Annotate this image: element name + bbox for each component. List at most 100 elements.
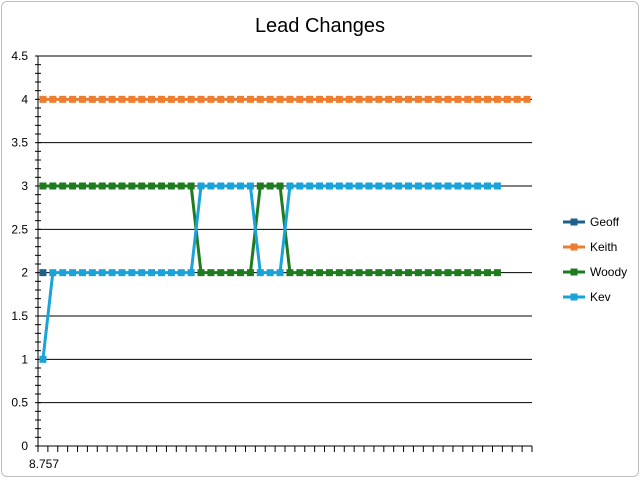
y-tick-label: 4 (21, 92, 28, 106)
series-woody (39, 182, 501, 277)
data-point (69, 269, 77, 277)
data-point (88, 269, 96, 277)
data-point (266, 95, 274, 103)
legend: Geoff Keith Woody Kev (563, 215, 627, 304)
data-point (444, 269, 452, 277)
data-point (434, 269, 442, 277)
data-point (306, 269, 314, 277)
data-point (217, 182, 225, 190)
data-point (88, 95, 96, 103)
data-point (266, 269, 274, 277)
data-point (237, 269, 245, 277)
data-point (138, 182, 146, 190)
data-point (59, 269, 67, 277)
data-point (158, 269, 165, 277)
data-point (316, 269, 324, 277)
legend-marker (570, 268, 578, 276)
data-point (385, 95, 393, 103)
data-point (405, 269, 412, 277)
series-keith (39, 95, 531, 103)
data-point (276, 182, 284, 190)
data-point (316, 95, 324, 103)
data-point (118, 182, 126, 190)
data-point (69, 182, 77, 190)
data-point (484, 182, 492, 190)
data-point (296, 95, 304, 103)
data-point (78, 269, 86, 277)
data-point (464, 182, 472, 190)
data-point (464, 269, 472, 277)
data-point (365, 269, 373, 277)
legend-item-kev: Kev (563, 290, 611, 304)
data-point (493, 269, 501, 277)
data-point (335, 95, 343, 103)
data-point (454, 269, 462, 277)
data-point (187, 269, 195, 277)
data-point (484, 95, 492, 103)
data-point (513, 95, 521, 103)
data-point (217, 269, 225, 277)
data-point (237, 182, 245, 190)
data-point (474, 269, 482, 277)
y-tick-label: 0 (21, 439, 28, 453)
data-point (138, 95, 146, 103)
legend-item-woody: Woody (563, 265, 627, 279)
data-point (296, 182, 304, 190)
data-point (197, 182, 205, 190)
data-point (167, 269, 175, 277)
data-point (375, 182, 383, 190)
data-point (414, 182, 422, 190)
data-point (464, 95, 472, 103)
axes (35, 55, 533, 452)
y-tick-label: 2 (21, 266, 28, 280)
data-point (444, 182, 452, 190)
data-point (316, 182, 324, 190)
data-point (375, 269, 383, 277)
data-point (385, 269, 393, 277)
data-point (474, 95, 482, 103)
legend-marker (570, 293, 578, 301)
data-point (148, 182, 156, 190)
data-point (108, 269, 116, 277)
data-point (493, 182, 501, 190)
y-tick-label: 0.5 (11, 396, 28, 410)
data-point (118, 269, 126, 277)
data-point (207, 182, 215, 190)
data-point (217, 95, 225, 103)
x-tick-label: 8.757 (29, 457, 59, 471)
data-point (345, 182, 353, 190)
data-point (246, 182, 254, 190)
y-tick-labels: 0 0.5 1 1.5 2 2.5 3 3.5 4 4.5 (11, 49, 28, 453)
data-point (286, 182, 294, 190)
data-point (177, 182, 185, 190)
data-point (39, 182, 47, 190)
y-tick-label: 3 (21, 179, 28, 193)
y-tick-label: 4.5 (11, 49, 28, 63)
data-point (306, 182, 314, 190)
data-point (325, 269, 333, 277)
data-point (395, 182, 403, 190)
data-point (98, 182, 106, 190)
data-point (503, 95, 511, 103)
data-point (167, 182, 175, 190)
data-point (523, 95, 531, 103)
data-point (39, 269, 47, 277)
data-point (355, 269, 363, 277)
data-point (296, 269, 304, 277)
data-point (49, 95, 57, 103)
data-point (158, 95, 165, 103)
data-point (138, 269, 146, 277)
data-point (118, 95, 126, 103)
data-point (227, 182, 235, 190)
series-group (39, 95, 531, 363)
data-point (424, 95, 432, 103)
data-point (39, 355, 47, 363)
data-point (256, 182, 264, 190)
data-point (355, 182, 363, 190)
data-point (424, 269, 432, 277)
data-point (405, 182, 412, 190)
data-point (59, 182, 67, 190)
data-point (207, 95, 215, 103)
data-point (434, 182, 442, 190)
